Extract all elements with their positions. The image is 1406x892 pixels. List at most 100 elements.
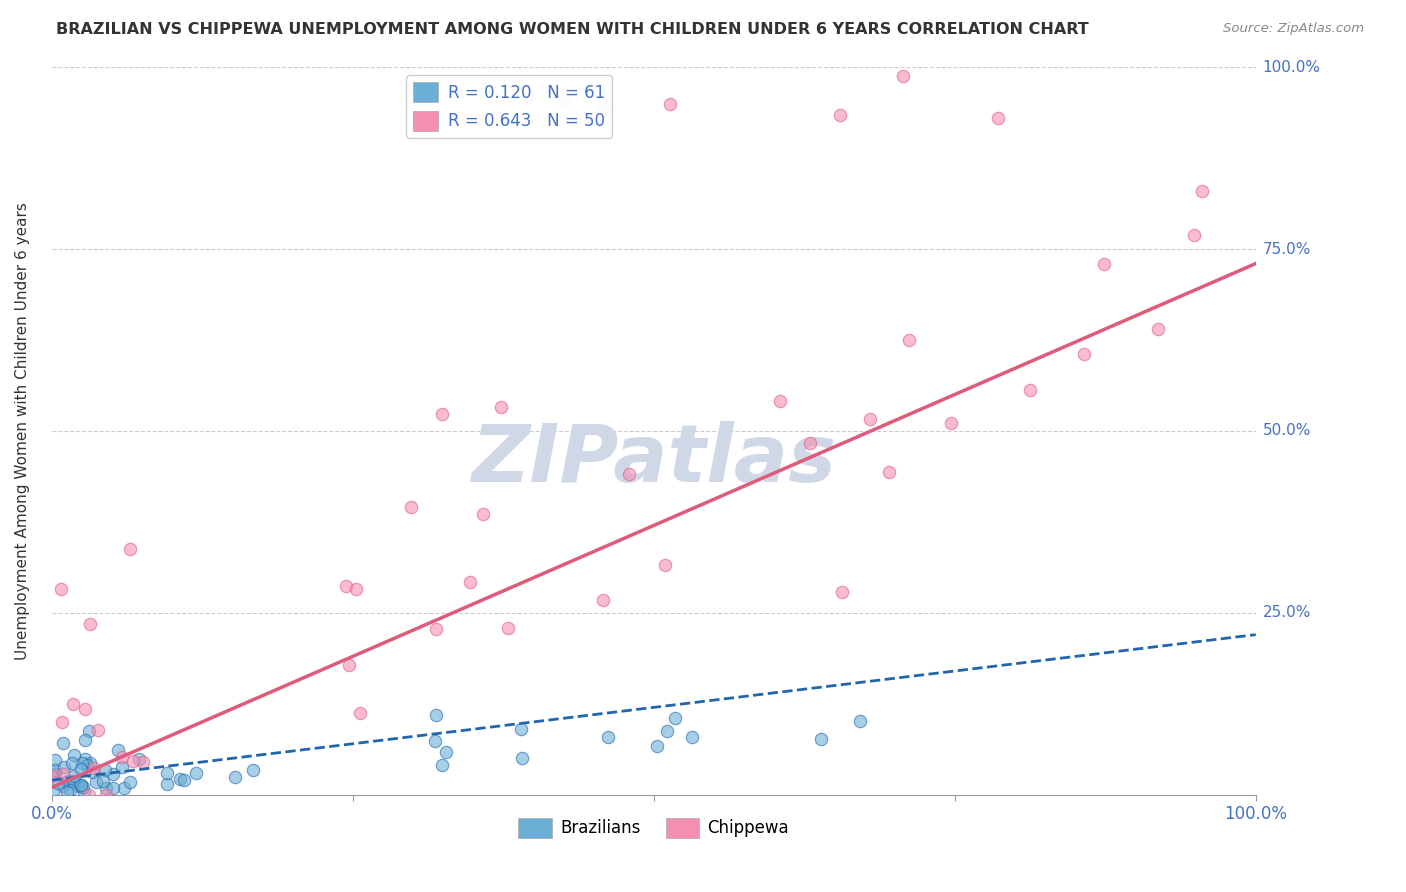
- Point: [592, 592, 614, 607]
- Point: [224, 770, 246, 784]
- Text: 100.0%: 100.0%: [1263, 60, 1320, 75]
- Text: 25.0%: 25.0%: [1263, 606, 1310, 620]
- Point: [73, 752, 96, 766]
- Legend: Brazilians, Chippewa: Brazilians, Chippewa: [512, 811, 796, 845]
- Point: [51, 715, 73, 730]
- Point: [335, 579, 357, 593]
- Text: 50.0%: 50.0%: [1263, 424, 1310, 438]
- Point: [658, 96, 681, 111]
- Point: [828, 108, 851, 122]
- Point: [344, 582, 367, 596]
- Point: [118, 775, 141, 789]
- Point: [41, 769, 63, 783]
- Point: [44, 763, 66, 777]
- Point: [169, 772, 191, 786]
- Text: BRAZILIAN VS CHIPPEWA UNEMPLOYMENT AMONG WOMEN WITH CHILDREN UNDER 6 YEARS CORRE: BRAZILIAN VS CHIPPEWA UNEMPLOYMENT AMONG…: [56, 22, 1090, 37]
- Point: [131, 755, 153, 769]
- Point: [553, 95, 575, 110]
- Text: ZIPatlas: ZIPatlas: [471, 421, 837, 499]
- Point: [67, 779, 90, 793]
- Point: [59, 783, 82, 797]
- Point: [498, 621, 520, 635]
- Point: [44, 766, 66, 780]
- Point: [1019, 383, 1042, 397]
- Point: [156, 765, 179, 780]
- Point: [79, 617, 101, 632]
- Point: [510, 751, 533, 765]
- Y-axis label: Unemployment Among Women with Children Under 6 years: Unemployment Among Women with Children U…: [15, 202, 30, 660]
- Point: [63, 748, 86, 763]
- Point: [877, 465, 900, 479]
- Point: [44, 753, 66, 767]
- Point: [63, 774, 86, 789]
- Point: [77, 724, 100, 739]
- Point: [87, 723, 110, 737]
- Point: [848, 714, 870, 728]
- Point: [52, 767, 75, 781]
- Point: [349, 706, 371, 721]
- Point: [56, 785, 79, 799]
- Point: [52, 736, 75, 750]
- Point: [891, 69, 914, 83]
- Point: [42, 784, 65, 798]
- Point: [510, 722, 533, 736]
- Point: [831, 585, 853, 599]
- Point: [62, 769, 84, 783]
- Point: [70, 762, 93, 776]
- Point: [128, 752, 150, 766]
- Point: [432, 758, 454, 772]
- Point: [62, 774, 84, 789]
- Point: [107, 743, 129, 757]
- Point: [52, 779, 75, 793]
- Point: [96, 781, 118, 796]
- Point: [768, 394, 790, 409]
- Point: [489, 400, 512, 414]
- Point: [51, 582, 73, 596]
- Point: [939, 416, 962, 430]
- Point: [94, 788, 117, 802]
- Point: [898, 333, 921, 347]
- Point: [425, 708, 447, 723]
- Point: [425, 622, 447, 636]
- Point: [111, 759, 134, 773]
- Point: [681, 730, 703, 744]
- Point: [72, 780, 94, 794]
- Point: [69, 779, 91, 793]
- Point: [62, 697, 84, 711]
- Point: [1191, 184, 1213, 198]
- Point: [55, 775, 77, 789]
- Text: Source: ZipAtlas.com: Source: ZipAtlas.com: [1223, 22, 1364, 36]
- Point: [48, 776, 70, 790]
- Point: [83, 761, 105, 775]
- Point: [664, 711, 686, 725]
- Point: [69, 778, 91, 792]
- Point: [94, 764, 117, 778]
- Point: [859, 412, 882, 426]
- Point: [73, 732, 96, 747]
- Point: [337, 658, 360, 673]
- Point: [654, 558, 676, 572]
- Point: [75, 702, 97, 716]
- Point: [592, 102, 614, 116]
- Point: [242, 763, 264, 777]
- Point: [516, 89, 538, 103]
- Point: [118, 542, 141, 557]
- Point: [156, 777, 179, 791]
- Point: [79, 756, 101, 770]
- Point: [101, 780, 124, 795]
- Point: [645, 739, 668, 754]
- Point: [173, 773, 195, 788]
- Point: [655, 723, 678, 738]
- Point: [1092, 257, 1115, 271]
- Point: [472, 507, 495, 521]
- Point: [434, 745, 457, 759]
- Point: [114, 781, 136, 796]
- Point: [62, 756, 84, 770]
- Point: [619, 467, 641, 482]
- Point: [598, 731, 620, 745]
- Point: [399, 500, 422, 514]
- Point: [423, 734, 446, 748]
- Point: [1184, 228, 1206, 243]
- Point: [82, 765, 104, 780]
- Point: [91, 773, 114, 788]
